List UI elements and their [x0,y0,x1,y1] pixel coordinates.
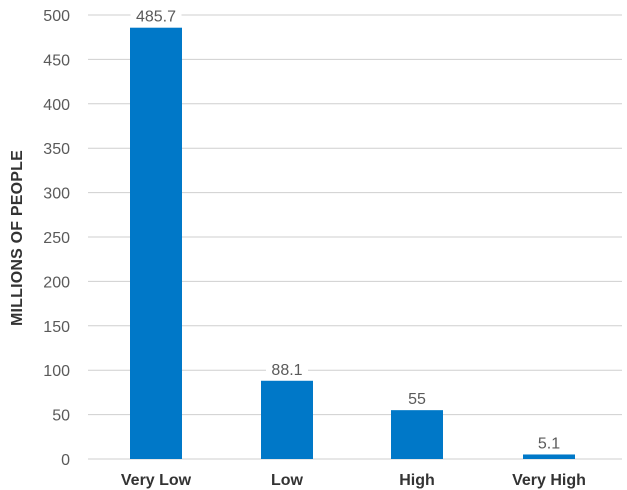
y-tick-label-300: 300 [43,186,70,203]
y-tick-label-350: 350 [43,141,70,158]
bar-high [391,410,443,459]
data-label-background [266,359,308,378]
bar-low [261,380,313,459]
data-label-background [130,6,182,25]
y-tick-label-100: 100 [43,363,70,380]
x-tick-label-high: High [399,472,435,489]
data-label-background [532,433,566,452]
data-label-very-high: 5.1 [538,435,560,452]
data-label-very-low: 485.7 [136,9,176,26]
y-tick-label-250: 250 [43,230,70,247]
y-axis-tick-labels: 0 50 100 150 200 250 300 350 400 450 500 [43,8,70,469]
x-tick-label-low: Low [271,472,304,489]
y-tick-label-200: 200 [43,274,70,291]
y-tick-label-150: 150 [43,319,70,336]
x-axis-category-labels: Very Low Low High Very High [121,472,586,489]
data-labels: 485.7 88.1 55 5.1 [130,6,566,452]
y-axis-title: MILLIONS OF PEOPLE [9,150,26,326]
bars [130,27,575,460]
y-tick-label-500: 500 [43,8,70,25]
y-tick-label-400: 400 [43,97,70,114]
y-tick-label-50: 50 [52,408,70,425]
y-tick-label-450: 450 [43,52,70,69]
data-label-background [405,389,429,408]
data-label-high: 55 [408,391,426,408]
bar-very-low [130,27,182,460]
y-tick-label-0: 0 [61,452,70,469]
bar-very-high [523,454,575,459]
x-tick-label-very-high: Very High [512,472,586,489]
data-label-low: 88.1 [271,362,302,379]
x-tick-label-very-low: Very Low [121,472,192,489]
